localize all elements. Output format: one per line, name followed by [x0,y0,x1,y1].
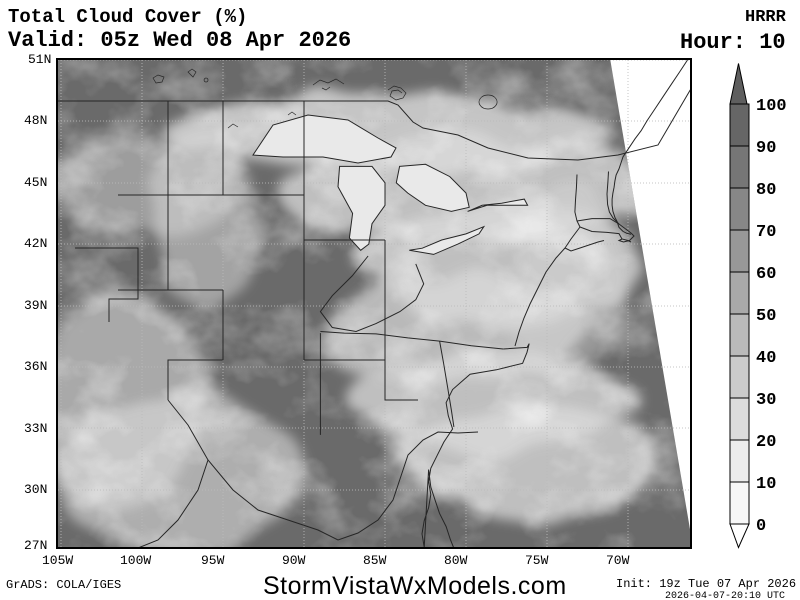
svg-text:50: 50 [756,307,776,326]
svg-text:30: 30 [756,391,776,410]
svg-text:10: 10 [756,475,776,494]
svg-text:20: 20 [756,433,776,452]
svg-text:0: 0 [756,517,766,536]
svg-text:40: 40 [756,349,776,368]
svg-text:100: 100 [756,97,787,116]
svg-text:60: 60 [756,265,776,284]
svg-text:80: 80 [756,181,776,200]
svg-text:90: 90 [756,139,776,158]
svg-text:70: 70 [756,223,776,242]
